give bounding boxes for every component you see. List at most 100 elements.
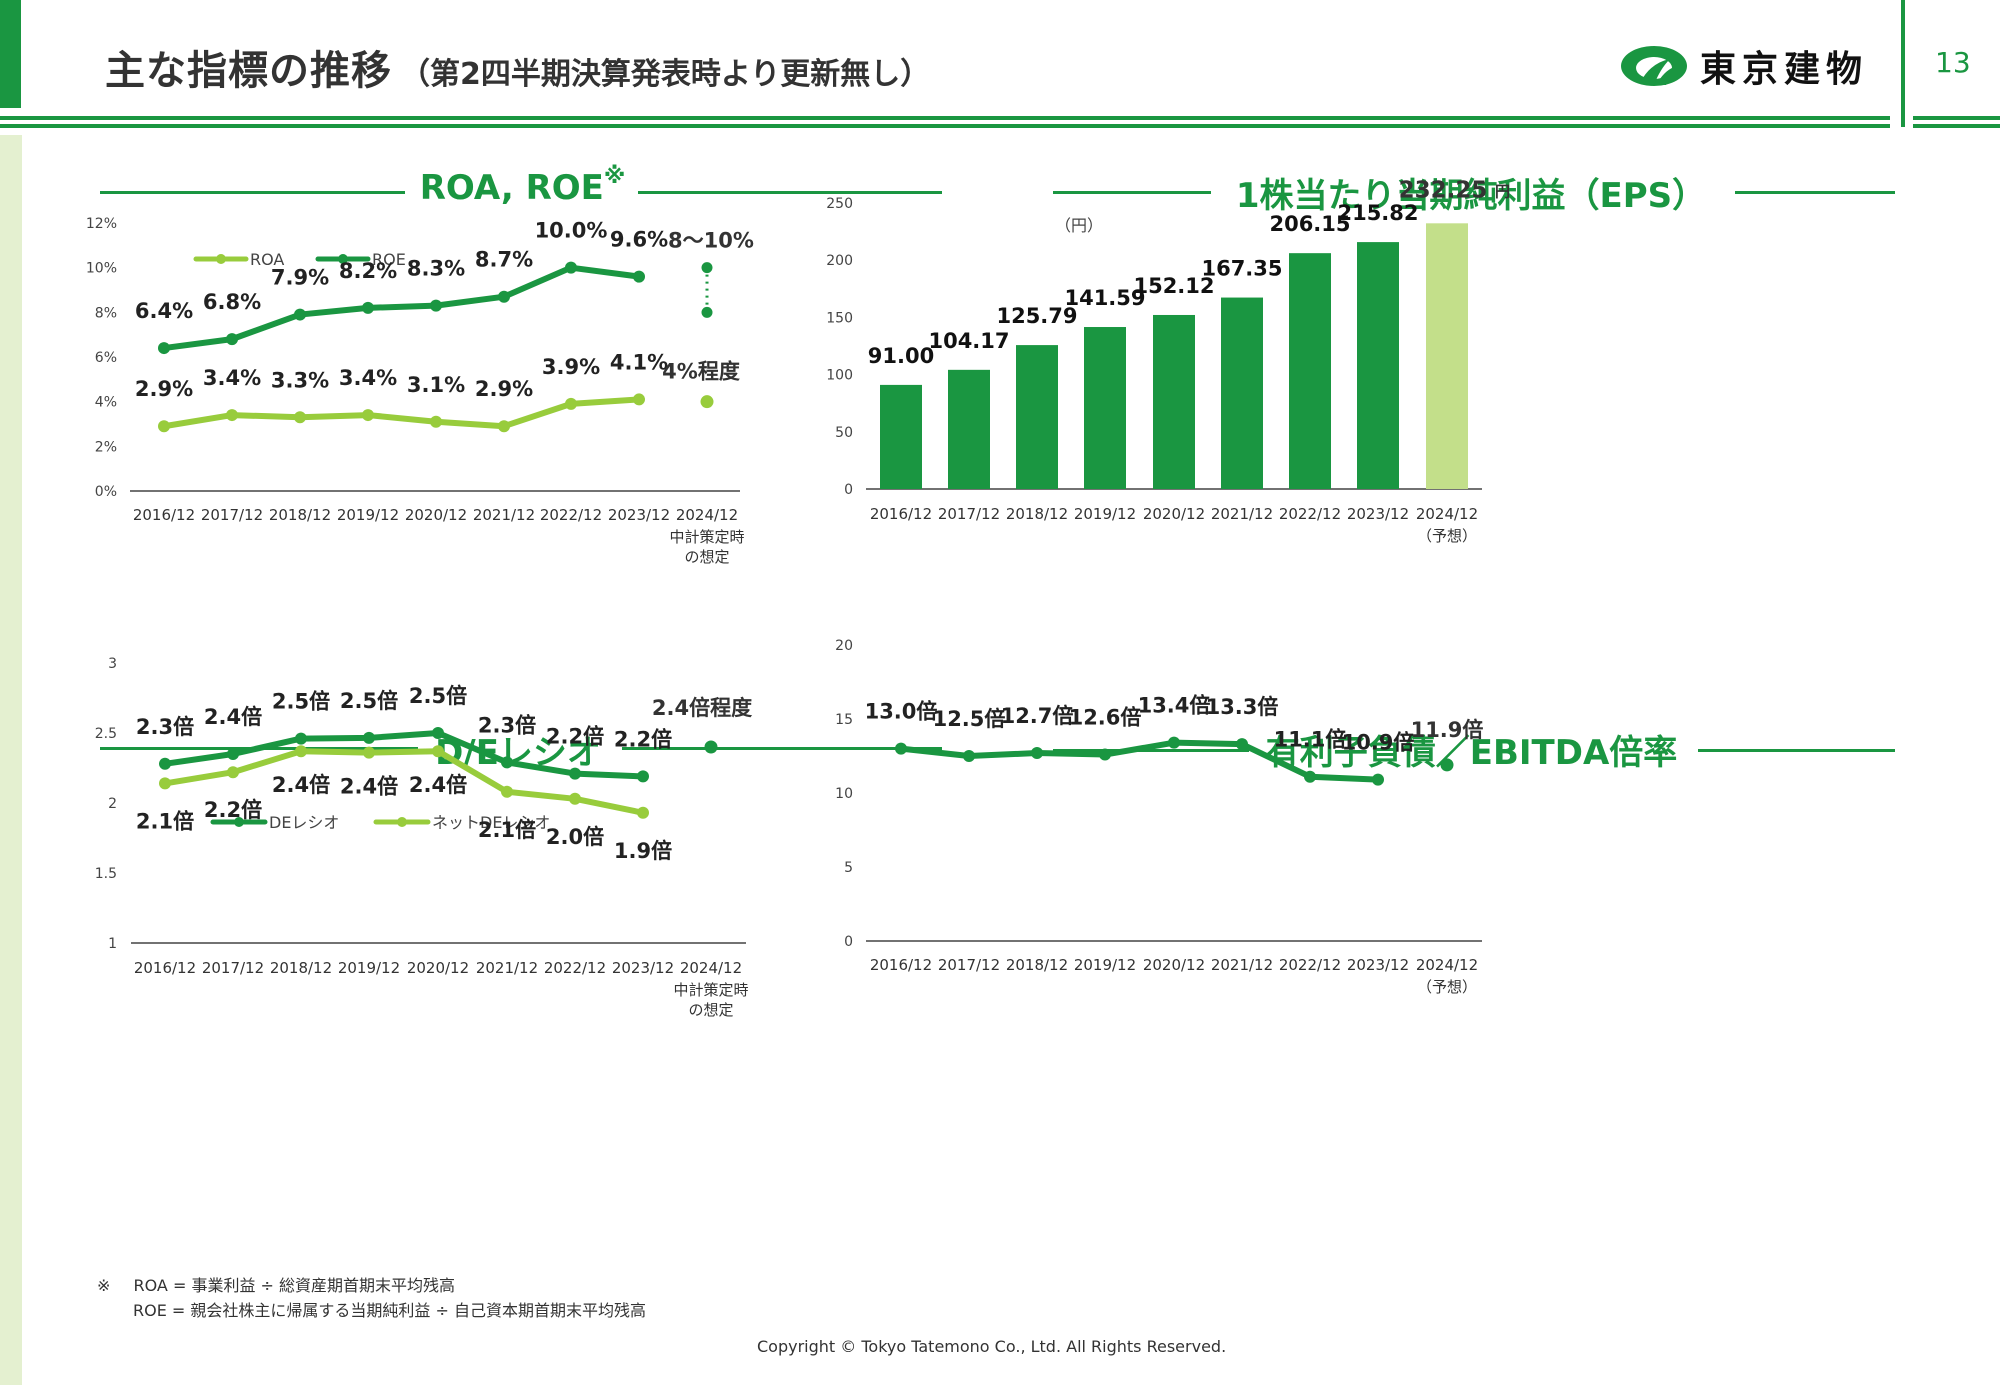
- roe-data-label: 9.6%: [610, 228, 668, 252]
- roe-data-label: 8.2%: [339, 259, 397, 283]
- de-data-point: [569, 767, 581, 780]
- eps-forecast-unit: 円: [1495, 182, 1510, 200]
- debt-ebitda-y-tick-label: 15: [835, 712, 853, 728]
- de-x-tick-label: 2017/12: [202, 959, 264, 977]
- eps-bar: [880, 384, 922, 489]
- debt-ebitda-data-label: 13.0倍: [865, 700, 938, 724]
- roa-data-point: [633, 393, 645, 406]
- page-title-main: 主な指標の推移: [105, 48, 392, 94]
- eps-unit-label: （円）: [1055, 216, 1103, 235]
- de-target-label: 2.4倍程度: [652, 696, 752, 720]
- roa-roe-x-tick-label: 2018/12: [269, 506, 331, 524]
- eps-x-tick-sublabel: （予想）: [1417, 527, 1477, 545]
- eps-data-label: 152.12: [1133, 274, 1214, 298]
- net-de-data-point: [159, 777, 171, 790]
- de-x-tick-label: 2020/12: [407, 959, 469, 977]
- eps-x-tick-label: 2020/12: [1143, 505, 1205, 523]
- roa-target-point: [700, 395, 714, 409]
- legend-swatch-marker: [234, 817, 244, 827]
- debt-ebitda-x-tick-label: 2023/12: [1347, 956, 1409, 974]
- header-vertical-divider: [1901, 0, 1905, 127]
- section-rule: [1735, 191, 1895, 194]
- roa-roe-y-tick-label: 4%: [95, 395, 117, 411]
- net-de-data-point: [569, 792, 581, 805]
- legend-swatch-marker: [397, 817, 407, 827]
- header-divider: [0, 124, 1890, 128]
- roa-data-point: [158, 420, 170, 433]
- eps-bar: [1084, 327, 1126, 489]
- copyright: Copyright © Tokyo Tatemono Co., Ltd. All…: [757, 1337, 1227, 1356]
- company-name: 東京建物: [1700, 49, 1869, 90]
- de-x-tick-label: 2024/12: [680, 959, 742, 977]
- roa-data-label: 3.4%: [339, 366, 397, 390]
- roa-data-point: [498, 420, 510, 433]
- net-de-data-point: [432, 745, 444, 758]
- eps-x-tick-label: 2018/12: [1006, 505, 1068, 523]
- legend-swatch-marker: [338, 254, 348, 264]
- de-target-point: [704, 740, 718, 754]
- side-decoration: [0, 135, 22, 1385]
- de-y-tick-label: 1.5: [95, 866, 117, 882]
- debt-ebitda-data-label: 10.9倍: [1342, 731, 1415, 755]
- eps-y-tick-label: 200: [826, 253, 853, 269]
- net-de-data-point: [363, 746, 375, 759]
- debt-ebitda-data-label: 13.4倍: [1138, 694, 1211, 718]
- debt-ebitda-y-tick-label: 20: [835, 638, 853, 654]
- de-data-point: [432, 727, 444, 739]
- de-x-tick-label: 2016/12: [134, 959, 196, 977]
- net-de-data-label: 2.0倍: [546, 825, 604, 849]
- net-de-data-label: 2.1倍: [478, 818, 536, 842]
- debt-ebitda-data-point: [1236, 738, 1248, 751]
- roa-data-point: [294, 411, 306, 424]
- eps-bar: [1289, 253, 1331, 489]
- roe-data-label: 7.9%: [271, 266, 329, 290]
- de-x-tick-label: 2023/12: [612, 959, 674, 977]
- section-rule: [100, 191, 405, 194]
- section-rule: [1698, 749, 1895, 752]
- de-series-line: [162, 730, 646, 780]
- roa-roe-x-tick-label: 2019/12: [337, 506, 399, 524]
- roa-data-point: [430, 415, 442, 428]
- footnote-roa: ※ ROA = 事業利益 ÷ 総資産期首期末平均残高: [97, 1272, 455, 1296]
- roe-data-point: [633, 270, 645, 283]
- debt-ebitda-x-tick-label: 2016/12: [870, 956, 932, 974]
- debt-ebitda-data-point: [1031, 747, 1043, 760]
- roa-data-label: 3.1%: [407, 373, 465, 397]
- roa-data-point: [226, 409, 238, 422]
- roe-target-upper-point: [701, 262, 713, 274]
- de-data-label: 2.2倍: [614, 727, 672, 751]
- de-data-point: [637, 770, 649, 783]
- roa-roe-x-tick-label: 2023/12: [608, 506, 670, 524]
- debt-ebitda-y-tick-label: 5: [844, 860, 853, 876]
- de-y-tick-label: 3: [108, 656, 117, 672]
- eps-bar: [1357, 242, 1399, 489]
- eps-bar: [948, 369, 990, 489]
- debt-ebitda-data-label: 11.1倍: [1274, 728, 1347, 752]
- roe-data-point: [226, 333, 238, 346]
- eps-data-label: 91.00: [868, 344, 934, 368]
- debt-ebitda-series-line: [898, 739, 1381, 783]
- net-de-data-label: 1.9倍: [614, 839, 672, 863]
- roa-roe-y-tick-label: 10%: [86, 261, 117, 277]
- de-x-tick-label: 2019/12: [338, 959, 400, 977]
- de-data-point: [363, 731, 375, 744]
- de-data-label: 2.5倍: [340, 689, 398, 713]
- legend-swatch-marker: [216, 254, 226, 264]
- header-divider: [1913, 124, 2000, 128]
- page-title-sub: （第2四半期決算発表時より更新無し）: [400, 57, 931, 92]
- net-de-series-line: [162, 748, 646, 816]
- debt-ebitda-x-tick-sublabel: （予想）: [1417, 978, 1477, 996]
- de-x-tick-sublabel: 中計策定時: [673, 981, 748, 999]
- de-x-tick-sublabel: の想定: [688, 1001, 733, 1019]
- roe-series-line: [161, 264, 642, 352]
- eps-data-label: 232.25: [1399, 177, 1488, 203]
- roe-data-point: [362, 301, 374, 314]
- eps-y-tick-label: 50: [835, 425, 853, 441]
- roa-roe-y-tick-label: 12%: [86, 216, 117, 232]
- debt-ebitda-x-tick-label: 2018/12: [1006, 956, 1068, 974]
- eps-x-tick-label: 2022/12: [1279, 505, 1341, 523]
- section-title-debt-ebitda: 有利子負債／EBITDA倍率: [1265, 733, 1678, 773]
- section-title-roa-roe: ROA, ROE※: [405, 164, 640, 208]
- debt-ebitda-data-label: 12.5倍: [933, 707, 1006, 731]
